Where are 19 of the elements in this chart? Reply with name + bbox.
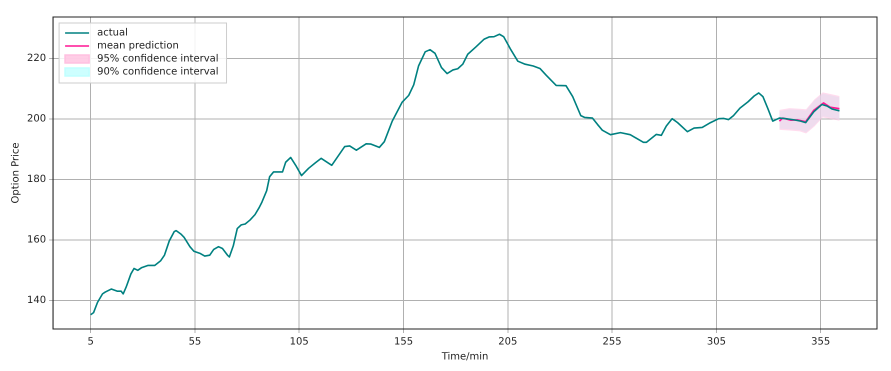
legend-label: 95% confidence interval [97,54,219,65]
legend-label: actual [97,28,128,39]
y-tick-label: 220 [26,53,46,64]
legend-label: 90% confidence interval [97,66,219,78]
x-tick-label: 205 [498,336,518,348]
legend-label: mean prediction [97,40,179,52]
x-axis-title: Time/min [440,352,488,363]
x-tick-label: 255 [602,336,622,348]
y-tick-label: 200 [26,114,46,125]
y-tick-label: 180 [26,174,46,186]
x-tick-label: 305 [706,336,726,348]
x-tick-label: 155 [394,336,414,348]
x-tick-label: 55 [188,336,202,348]
y-axis-title: Option Price [10,142,22,204]
y-tick-label: 160 [26,234,46,246]
x-tick-label: 355 [811,336,830,348]
x-tick-label: 105 [290,336,309,348]
y-tick-label: 140 [26,295,46,306]
x-tick-label: 5 [87,336,94,348]
